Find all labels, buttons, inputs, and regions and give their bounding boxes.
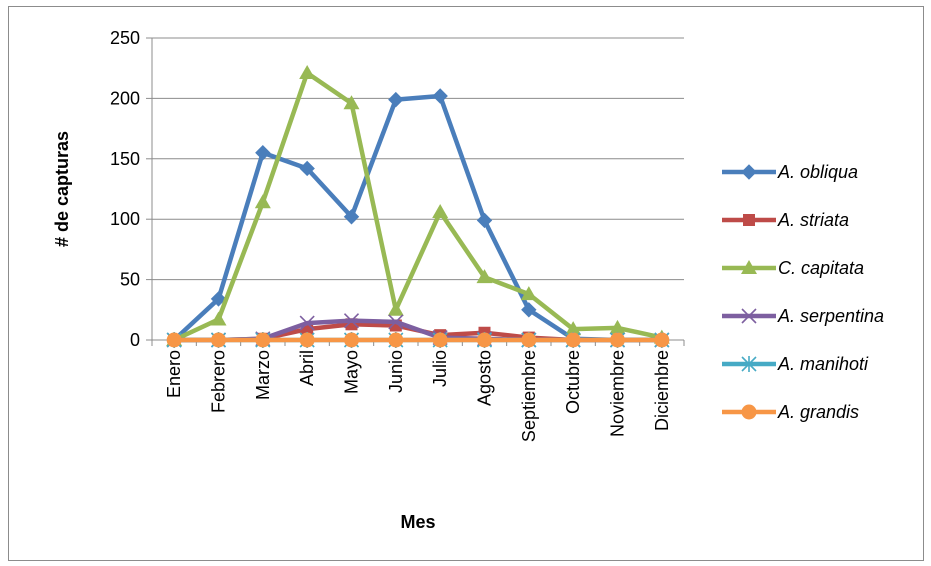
circle-marker xyxy=(610,332,625,348)
series-line xyxy=(171,70,665,343)
series-0 xyxy=(166,88,670,348)
legend-item: C. capitata xyxy=(722,258,864,278)
diamond-marker xyxy=(299,160,315,177)
legend-label: A. striata xyxy=(777,210,849,230)
diamond-marker xyxy=(343,209,360,225)
x-axis-title: Mes xyxy=(400,512,435,532)
series-5 xyxy=(166,332,670,348)
x-marker xyxy=(388,314,404,330)
y-tick-label: 250 xyxy=(110,28,140,48)
circle-marker xyxy=(211,332,226,348)
circle-marker xyxy=(388,332,404,348)
x-tick-label: Diciembre xyxy=(652,350,672,431)
triangle-marker xyxy=(210,311,227,326)
triangle-marker xyxy=(609,319,626,334)
legend-label: A. obliqua xyxy=(777,162,858,182)
x-tick-label: Julio xyxy=(430,350,450,387)
x-tick-label: Mayo xyxy=(342,350,362,394)
x-tick-label: Agosto xyxy=(475,350,495,406)
circle-marker xyxy=(741,404,757,420)
x-marker-stroke xyxy=(388,314,404,330)
triangle-marker xyxy=(520,286,537,301)
circle-marker xyxy=(654,332,670,348)
circle-marker xyxy=(521,332,537,348)
series-2 xyxy=(166,65,670,346)
diamond-marker xyxy=(432,88,448,104)
legend-label: A. manihoti xyxy=(777,354,869,374)
legend-label: A. serpentina xyxy=(777,306,884,326)
diamond-marker xyxy=(476,212,493,229)
triangle-marker xyxy=(254,194,271,209)
gridlines xyxy=(152,37,684,281)
legend-label: A. grandis xyxy=(777,402,859,422)
y-tick-labels: 0 50 100 150 200 250 xyxy=(110,28,140,350)
x-tick-label: Noviembre xyxy=(608,350,628,437)
legend-item: A. grandis xyxy=(722,402,859,422)
series-layer xyxy=(166,65,670,348)
y-tick-label: 200 xyxy=(110,88,140,108)
diamond-marker xyxy=(210,291,227,307)
y-tick-label: 0 xyxy=(130,330,140,350)
x-marker-stroke xyxy=(741,308,757,324)
legend-item: A. manihoti xyxy=(722,354,869,374)
legend: A. obliqua A. striata C. capitata A. serpen… xyxy=(722,162,884,422)
x-marker-stroke xyxy=(343,313,360,329)
circle-marker xyxy=(299,332,315,348)
legend-item: A. obliqua xyxy=(722,162,858,182)
triangle-marker xyxy=(565,321,582,336)
circle-marker xyxy=(565,332,581,348)
circle-marker xyxy=(432,332,448,348)
circle-marker xyxy=(166,332,182,348)
legend-item: A. serpentina xyxy=(722,306,884,326)
diamond-marker xyxy=(521,302,537,318)
x-tick-label: Febrero xyxy=(209,350,229,413)
asterisk-marker xyxy=(741,356,757,372)
x-tick-label: Enero xyxy=(164,350,184,398)
square-marker xyxy=(743,214,755,226)
x-marker xyxy=(741,308,757,324)
triangle-marker xyxy=(741,260,757,274)
triangle-marker xyxy=(476,269,493,284)
triangle-marker xyxy=(387,301,404,316)
x-tick-label: Septiembre xyxy=(519,350,539,442)
x-tick-label: Abril xyxy=(297,350,317,386)
x-tick-label: Octubre xyxy=(563,350,583,414)
x-marker xyxy=(343,313,360,329)
x-tick-label: Junio xyxy=(386,350,406,393)
triangle-marker xyxy=(432,203,449,218)
legend-item: A. striata xyxy=(722,210,849,230)
circle-marker xyxy=(344,332,359,348)
series-line xyxy=(171,93,665,343)
x-tick-label: Marzo xyxy=(253,350,273,400)
y-tick-label: 100 xyxy=(110,209,140,229)
x-marker xyxy=(299,315,315,331)
diamond-marker xyxy=(388,91,404,108)
circle-marker xyxy=(477,332,492,348)
x-tick-labels: Enero Febrero Marzo Abril Mayo Junio Julio Agos… xyxy=(164,350,672,442)
y-tick-label: 50 xyxy=(120,270,140,290)
x-marker-stroke xyxy=(299,315,315,331)
y-tick-label: 150 xyxy=(110,149,140,169)
y-axis-title: # de capturas xyxy=(52,131,72,247)
diamond-marker xyxy=(255,145,271,161)
legend-label: C. capitata xyxy=(778,258,864,278)
circle-marker xyxy=(255,332,271,348)
triangle-marker xyxy=(343,95,360,110)
diamond-marker xyxy=(741,164,757,180)
triangle-marker xyxy=(299,65,316,80)
